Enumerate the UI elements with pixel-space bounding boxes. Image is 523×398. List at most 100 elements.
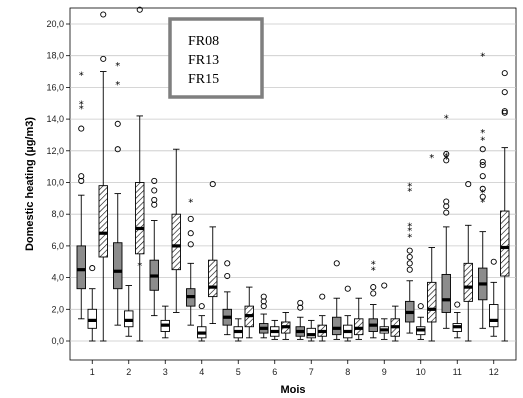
extreme-point: * xyxy=(115,61,120,72)
extreme-point: * xyxy=(407,182,412,193)
median-line xyxy=(245,314,254,318)
outlier-point xyxy=(406,247,413,254)
outlier-point xyxy=(370,284,377,291)
median-line xyxy=(135,226,144,231)
extreme-point: * xyxy=(188,198,193,209)
median-line xyxy=(489,318,498,322)
median-line xyxy=(208,285,217,289)
median-line xyxy=(296,329,305,334)
box xyxy=(135,182,145,255)
extreme-point: * xyxy=(407,221,412,232)
extreme-point: * xyxy=(371,266,376,277)
extreme-point: * xyxy=(480,128,485,139)
median-line xyxy=(223,315,232,319)
legend: FR08 FR13 FR15 xyxy=(168,17,264,99)
y-tick-label: 14,0 xyxy=(46,114,64,124)
median-line xyxy=(77,268,86,272)
outlier-point xyxy=(443,209,450,216)
legend-entry-fr15: FR15 xyxy=(188,72,219,87)
median-line xyxy=(99,231,108,235)
outlier-point xyxy=(297,299,304,307)
box xyxy=(500,210,510,277)
extreme-point: * xyxy=(137,261,142,272)
extreme-point: * xyxy=(407,186,412,197)
box xyxy=(489,304,499,328)
y-tick-label: 0,0 xyxy=(51,336,64,346)
box xyxy=(427,281,437,323)
extreme-point: * xyxy=(79,104,84,115)
median-line xyxy=(442,298,451,302)
outlier-point xyxy=(454,301,461,308)
outlier-point xyxy=(151,196,158,203)
median-line xyxy=(124,318,133,322)
y-axis-ticks: 0,0 2,0 4,0 6,0 8,0 10,0 12,0 14,0 16,0 18,0 20,0 xyxy=(46,19,70,346)
x-tick-label: 4 xyxy=(199,367,204,377)
series-fr15: ** xyxy=(98,6,510,342)
outlier-point xyxy=(501,70,508,77)
outlier-point xyxy=(479,158,486,165)
outlier-point xyxy=(136,6,143,13)
y-tick-label: 6,0 xyxy=(51,241,64,251)
y-tick-label: 8,0 xyxy=(51,209,64,219)
median-line xyxy=(478,282,487,286)
extreme-point: * xyxy=(480,188,485,199)
outlier-point xyxy=(465,181,472,188)
outlier-point xyxy=(490,258,497,265)
extreme-point: * xyxy=(371,259,376,270)
outlier-point xyxy=(501,108,508,115)
legend-entry-fr13: FR13 xyxy=(188,53,219,68)
gridlines xyxy=(70,23,516,342)
extreme-point: * xyxy=(429,153,434,164)
median-line xyxy=(343,329,352,334)
box xyxy=(98,185,108,258)
x-tick-label: 7 xyxy=(309,367,314,377)
median-line xyxy=(307,333,316,337)
outlier-point xyxy=(187,230,194,237)
outlier-point xyxy=(370,290,377,297)
median-line xyxy=(234,329,243,334)
outlier-point xyxy=(406,266,413,273)
median-line xyxy=(354,326,363,330)
extreme-point: * xyxy=(79,71,84,82)
outlier-point xyxy=(78,173,85,180)
box xyxy=(76,245,86,290)
extreme-point: * xyxy=(407,226,412,237)
outlier-point xyxy=(443,157,450,164)
outlier-point xyxy=(479,146,486,153)
outlier-point xyxy=(100,55,107,62)
median-line xyxy=(500,245,509,250)
x-tick-label: 12 xyxy=(489,367,499,377)
outlier-point xyxy=(89,265,96,272)
median-line xyxy=(318,329,327,334)
outlier-point xyxy=(479,162,486,169)
outlier-point xyxy=(479,173,486,180)
median-line xyxy=(380,328,389,332)
outlier-point xyxy=(381,282,388,289)
outlier-point xyxy=(100,11,107,18)
x-tick-label: 9 xyxy=(382,367,387,377)
median-line xyxy=(391,325,400,329)
median-line xyxy=(88,318,97,322)
outlier-point xyxy=(209,181,216,188)
median-line xyxy=(281,325,290,329)
y-tick-label: 16,0 xyxy=(46,82,64,92)
outlier-point xyxy=(344,285,351,292)
legend-entry-fr08: FR08 xyxy=(188,34,219,49)
outlier-point xyxy=(479,193,486,200)
outlier-point xyxy=(78,125,85,132)
box xyxy=(113,242,123,290)
outlier-point xyxy=(151,187,158,194)
x-axis-title: Mois xyxy=(280,384,305,396)
x-tick-label: 5 xyxy=(236,367,241,377)
y-tick-label: 12,0 xyxy=(46,146,64,156)
outlier-point xyxy=(224,260,231,267)
box xyxy=(463,262,473,302)
outlier-point xyxy=(151,177,158,184)
median-line xyxy=(332,326,341,330)
median-line xyxy=(427,307,436,311)
extreme-point: * xyxy=(480,136,485,147)
series-fr08: ********************* xyxy=(76,52,488,340)
y-tick-label: 10,0 xyxy=(46,178,64,188)
median-line xyxy=(270,329,279,334)
outlier-point xyxy=(417,303,424,310)
